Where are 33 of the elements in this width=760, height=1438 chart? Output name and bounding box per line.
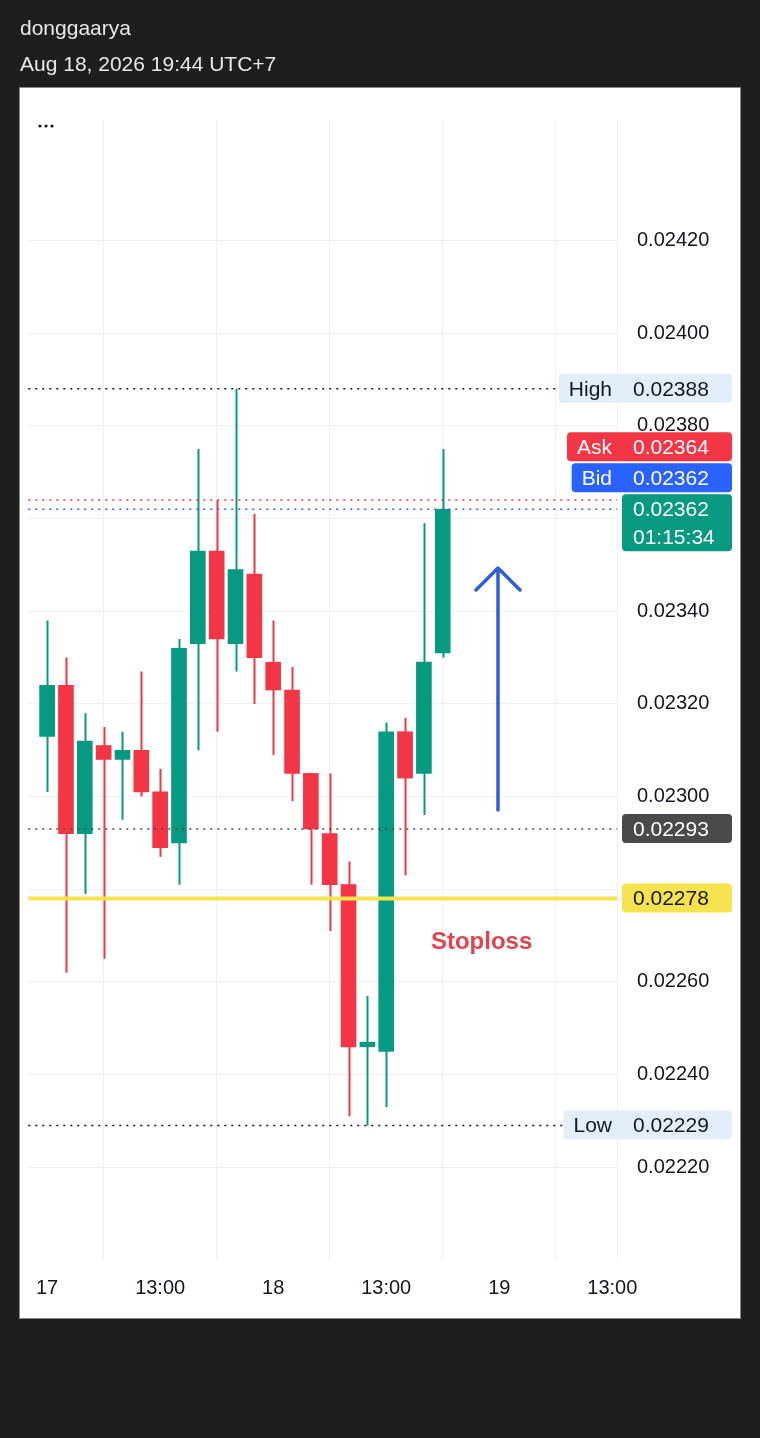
x-tick-label: 13:00 bbox=[361, 1275, 412, 1298]
ref-line-label: High bbox=[568, 376, 613, 400]
candlestick bbox=[95, 726, 112, 960]
x-tick-label: 17 bbox=[36, 1275, 59, 1298]
text: 0.02229 bbox=[633, 1113, 709, 1137]
y-tick-label: 0.02380 bbox=[637, 413, 710, 436]
text: 0.02362 bbox=[633, 466, 709, 490]
y-tick-label: 0.02340 bbox=[637, 598, 710, 621]
text: 0.02388 bbox=[633, 376, 709, 400]
ref-line-label: Ask bbox=[576, 435, 613, 459]
y-tick-label: 0.02420 bbox=[637, 228, 710, 250]
y-tick-label: 0.02300 bbox=[637, 784, 710, 807]
text: 0.02364 bbox=[633, 435, 710, 459]
text: 01:15:34 bbox=[633, 525, 716, 549]
chart-subtitle: Aug 18, 2026 19:44 UTC+7 bbox=[20, 52, 277, 76]
x-tick-label: 13:00 bbox=[135, 1275, 186, 1298]
candlestick bbox=[114, 730, 131, 821]
y-tick-label: 0.02240 bbox=[637, 1062, 710, 1085]
chart-title: donggaarya bbox=[20, 16, 131, 40]
x-tick-label: 13:00 bbox=[587, 1275, 638, 1298]
ref-line-label: Bid bbox=[581, 466, 612, 490]
text: 0.02362 bbox=[633, 497, 709, 521]
candlestick bbox=[359, 994, 376, 1127]
y-tick-label: 0.02400 bbox=[637, 320, 710, 343]
y-tick-label: 0.02320 bbox=[637, 691, 710, 714]
y-tick-label: 0.02260 bbox=[637, 969, 710, 992]
y-tick-label: 0.02220 bbox=[637, 1154, 710, 1177]
ref-line-label: Stoploss bbox=[430, 927, 533, 955]
x-tick-label: 18 bbox=[262, 1275, 285, 1298]
text: 0.02278 bbox=[633, 886, 709, 910]
x-tick-label: 19 bbox=[488, 1275, 511, 1298]
ref-line-label: Low bbox=[573, 1113, 613, 1137]
text: 0.02293 bbox=[633, 816, 709, 840]
